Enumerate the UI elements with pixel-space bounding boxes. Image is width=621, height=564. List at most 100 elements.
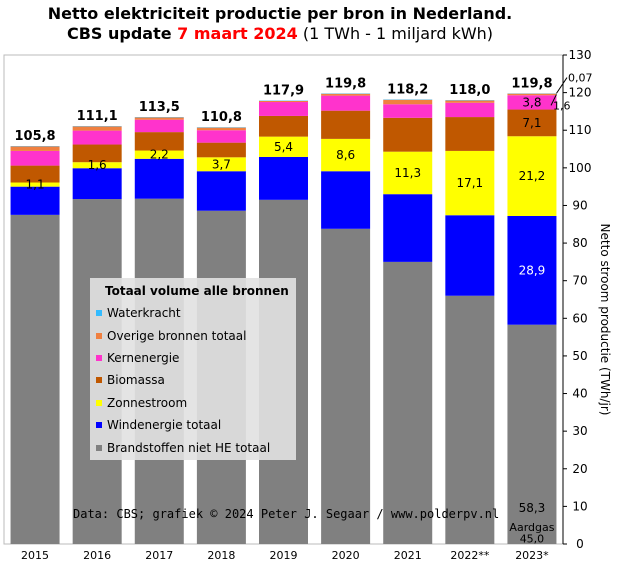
legend-swatch [96, 422, 102, 429]
bar-segment [10, 150, 60, 166]
bar-segment [507, 136, 557, 216]
bar-segment [196, 142, 246, 158]
fossil-value-label: 58,3 [519, 501, 546, 515]
legend-swatch [96, 354, 102, 361]
bar-segment [321, 95, 371, 111]
bar-segment [445, 295, 495, 544]
segment-data-label: 3,7 [212, 157, 231, 171]
segment-data-label: 21,2 [519, 169, 546, 183]
bar-segment [10, 214, 60, 544]
bar-total-label: 119,8 [511, 76, 552, 91]
bar-total-label: 105,8 [14, 129, 55, 144]
bar-segment [196, 127, 246, 131]
bar-segment [259, 115, 308, 137]
x-tick-label: 2019 [270, 549, 298, 562]
x-tick-label: 2017 [145, 549, 173, 562]
bar-segment [259, 156, 308, 200]
bar-segment [72, 162, 122, 169]
legend-rows: Waterkracht Overige bronnen totaal Kernene… [90, 302, 296, 459]
x-tick-label: 2015 [21, 549, 49, 562]
aardgas-label: Aardgas [509, 521, 554, 534]
legend-label: Windenergie totaal [107, 418, 222, 433]
bar-segment [259, 100, 308, 103]
title-line-2-suffix: (1 TWh - 1 miljard kWh) [297, 24, 494, 43]
legend-item: Windenergie totaal [90, 414, 296, 436]
y-tick-label: 50 [572, 349, 587, 363]
bar-segment [321, 171, 371, 229]
y-tick-label: 120 [569, 86, 592, 100]
bar-segment [259, 102, 308, 116]
x-tick-label: 2016 [83, 549, 111, 562]
bar-segment [321, 110, 371, 139]
bar-segment [321, 93, 371, 96]
legend-item: Zonnestroom [90, 392, 296, 414]
legend-label: Waterkracht [107, 306, 181, 321]
segment-data-label: 3,8 [522, 95, 541, 109]
legend-item: Waterkracht [90, 302, 296, 324]
legend-swatch [96, 310, 102, 317]
aardgas-value-label: 45,0 [520, 532, 545, 545]
bar-segment [196, 130, 246, 143]
water-leader-line [556, 77, 568, 94]
y-tick-label: 130 [569, 48, 592, 62]
bar-segment [10, 186, 60, 215]
title-line-2: CBS update 7 maart 2024 (1 TWh - 1 milja… [0, 24, 560, 44]
legend-swatch [96, 444, 102, 451]
y-tick-label: 30 [572, 424, 587, 438]
bar-segment [72, 168, 122, 200]
segment-data-label: 17,1 [456, 176, 483, 190]
bar-segment [445, 100, 495, 103]
segment-data-label: 8,6 [336, 148, 355, 162]
x-tick-label: 2020 [332, 549, 360, 562]
y-tick-label: 10 [572, 499, 587, 513]
legend-swatch [96, 377, 102, 384]
bar-total-label: 110,8 [201, 110, 242, 125]
bar-segment [134, 158, 184, 199]
x-tick-label: 2022** [450, 549, 489, 562]
legend-item: Overige bronnen totaal [90, 324, 296, 346]
bar-total-label: 118,2 [387, 82, 428, 97]
segment-data-label: 7,1 [522, 116, 541, 130]
segment-data-label: 11,3 [394, 166, 421, 180]
overige-value-label: 1,6 [553, 99, 571, 112]
bar-segment [507, 324, 557, 544]
y-tick-label: 60 [572, 311, 587, 325]
bar-segment [445, 215, 495, 296]
bar-segment [134, 117, 184, 120]
bar-total-label: 117,9 [263, 84, 304, 99]
bar-segment [134, 132, 184, 151]
legend-item: Kernenergie [90, 347, 296, 369]
x-tick-label: 2018 [207, 549, 235, 562]
title-line-1: Netto elektriciteit productie per bron i… [47, 4, 513, 23]
bar-total-label: 111,1 [77, 109, 118, 124]
legend-swatch [96, 332, 102, 339]
bar-segment [72, 144, 122, 163]
bar-segment [196, 157, 246, 172]
legend-label: Kernenergie [107, 350, 180, 365]
update-date: 7 maart 2024 [177, 24, 298, 43]
bar-segment [445, 150, 495, 216]
bar-segment [383, 194, 433, 262]
bar-segment [507, 109, 557, 137]
legend-item: Brandstoffen niet HE totaal [90, 436, 296, 458]
legend-item: Biomassa [90, 369, 296, 391]
bar-total-label: 119,8 [325, 76, 366, 91]
x-tick-label: 2023* [515, 549, 549, 562]
bar-segment [259, 136, 308, 157]
bar-segment [507, 93, 557, 96]
x-tick-label: 2021 [394, 549, 422, 562]
bar-segment [72, 126, 122, 131]
y-tick-label: 40 [572, 387, 587, 401]
bar-segment [383, 99, 433, 105]
segment-data-label: 2,2 [150, 148, 169, 162]
bar-segment [10, 182, 60, 187]
y-tick-label: 70 [572, 274, 587, 288]
bar-segment [134, 150, 184, 159]
y-tick-label: 20 [572, 462, 587, 476]
overige-leader-line [550, 94, 557, 106]
bar-segment [196, 171, 246, 211]
legend-label: Overige bronnen totaal [107, 328, 247, 343]
segment-data-label: 28,9 [519, 263, 546, 277]
bar-segment [383, 117, 433, 152]
